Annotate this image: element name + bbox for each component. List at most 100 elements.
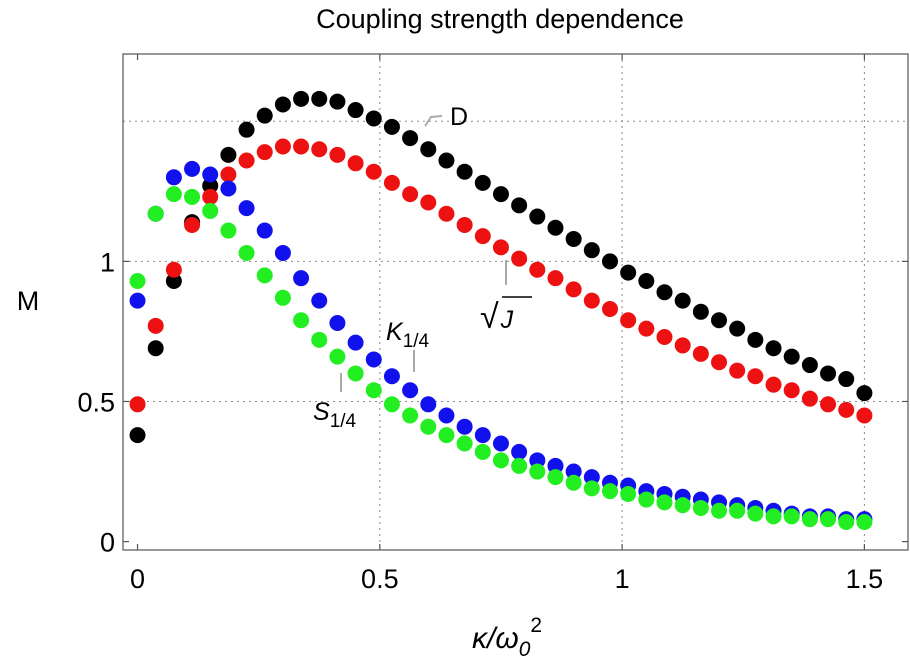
point-D-9: [293, 90, 310, 107]
annotation-S-sub: 1/4: [330, 411, 357, 432]
point-K-6: [238, 200, 255, 217]
point-S-29: [656, 494, 673, 511]
point-D-36: [783, 348, 800, 365]
point-sqrtJ-29: [656, 329, 673, 346]
point-S-5: [220, 222, 237, 239]
point-K-23: [547, 457, 564, 474]
point-K-2: [165, 169, 182, 186]
point-S-31: [692, 499, 709, 516]
annotation-sqrtJ-text: J: [500, 306, 514, 334]
x-axis-label-sup: 2: [530, 614, 542, 637]
point-sqrtJ-5: [220, 166, 237, 183]
point-D-15: [402, 130, 419, 147]
point-K-15: [402, 382, 419, 399]
point-K-8: [274, 244, 291, 261]
point-S-38: [820, 511, 837, 528]
y-tick-label-2: 1: [100, 247, 115, 277]
point-D-1: [147, 340, 164, 357]
point-sqrtJ-3: [184, 216, 201, 233]
point-sqrtJ-12: [347, 155, 364, 172]
point-K-13: [365, 351, 382, 368]
annotation-sqrtJ: √J: [480, 298, 514, 336]
point-sqrtJ-35: [765, 376, 782, 393]
x-axis-label-main: κ/ω: [472, 622, 519, 655]
point-D-28: [638, 272, 655, 289]
annotations: D √J K1/4 S1/4: [313, 103, 532, 432]
point-K-4: [202, 166, 219, 183]
point-S-28: [638, 491, 655, 508]
point-S-35: [765, 508, 782, 525]
point-S-22: [529, 463, 546, 480]
point-K-10: [311, 292, 328, 309]
x-axis-label: κ/ω02: [472, 614, 542, 660]
x-tick-label-3: 1.5: [846, 564, 884, 594]
point-S-2: [165, 186, 182, 203]
point-K-17: [438, 407, 455, 424]
point-D-21: [511, 197, 528, 214]
point-K-18: [456, 418, 473, 435]
point-K-11: [329, 315, 346, 332]
point-S-24: [565, 474, 582, 491]
point-sqrtJ-19: [474, 228, 491, 245]
point-S-0: [129, 272, 146, 289]
point-S-12: [347, 365, 364, 382]
point-D-22: [529, 208, 546, 225]
point-S-33: [729, 502, 746, 519]
point-S-32: [711, 502, 728, 519]
point-D-32: [711, 312, 728, 329]
point-S-11: [329, 348, 346, 365]
point-D-11: [329, 93, 346, 110]
point-S-37: [801, 511, 818, 528]
point-sqrtJ-34: [747, 368, 764, 385]
point-K-3: [184, 160, 201, 177]
point-K-21: [511, 443, 528, 460]
x-tick-label-1: 0.5: [361, 564, 399, 594]
point-S-9: [293, 312, 310, 329]
point-sqrtJ-14: [383, 174, 400, 191]
point-D-16: [420, 141, 437, 158]
x-axis-label-sub: 0: [519, 638, 531, 660]
chart-title: Coupling strength dependence: [316, 4, 684, 34]
point-sqrtJ-4: [202, 188, 219, 205]
point-sqrtJ-16: [420, 194, 437, 211]
point-K-22: [529, 452, 546, 469]
point-sqrtJ-27: [620, 312, 637, 329]
point-S-15: [402, 407, 419, 424]
point-S-20: [492, 452, 509, 469]
point-D-13: [365, 110, 382, 127]
point-sqrtJ-36: [783, 382, 800, 399]
point-S-14: [383, 396, 400, 413]
point-S-27: [620, 485, 637, 502]
point-K-12: [347, 334, 364, 351]
point-D-29: [656, 284, 673, 301]
point-D-40: [856, 385, 873, 402]
point-D-39: [838, 371, 855, 388]
point-sqrtJ-30: [674, 337, 691, 354]
point-D-18: [456, 163, 473, 180]
point-K-14: [383, 368, 400, 385]
point-S-34: [747, 505, 764, 522]
point-D-10: [311, 90, 328, 107]
series-D: [129, 90, 873, 444]
point-sqrtJ-20: [492, 239, 509, 256]
point-sqrtJ-6: [238, 152, 255, 169]
point-D-12: [347, 102, 364, 119]
point-sqrtJ-31: [692, 345, 709, 362]
point-sqrtJ-28: [638, 320, 655, 337]
data-points: [129, 90, 873, 530]
point-S-18: [456, 435, 473, 452]
point-S-3: [184, 188, 201, 205]
point-D-37: [801, 357, 818, 374]
series-sqrtJ: [129, 138, 873, 424]
point-S-36: [783, 508, 800, 525]
point-D-14: [383, 118, 400, 135]
point-S-19: [474, 443, 491, 460]
point-sqrtJ-8: [274, 138, 291, 155]
point-sqrtJ-22: [529, 261, 546, 278]
point-sqrtJ-10: [311, 141, 328, 158]
point-sqrtJ-26: [601, 301, 618, 318]
point-S-30: [674, 497, 691, 514]
point-S-25: [583, 480, 600, 497]
point-S-7: [256, 267, 273, 284]
